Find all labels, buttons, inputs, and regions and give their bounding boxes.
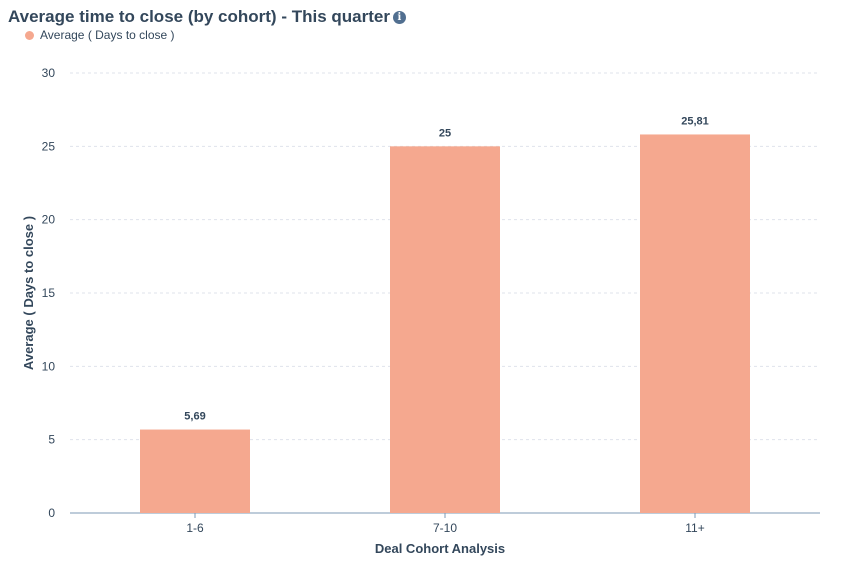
data-label: 5,69: [184, 411, 205, 423]
chart-title: Average time to close (by cohort) - This…: [8, 7, 390, 26]
y-axis-title: Average ( Days to close ): [21, 216, 36, 370]
data-label: 25,81: [681, 115, 709, 127]
x-tick-label: 11+: [685, 521, 704, 535]
legend-swatch: [25, 30, 34, 40]
data-label: 25: [439, 127, 451, 139]
legend-label: Average ( Days to close ): [40, 28, 175, 42]
title-row: Average time to close (by cohort) - This…: [8, 6, 848, 28]
y-tick-label: 20: [42, 213, 56, 227]
bar-11+[interactable]: [640, 134, 750, 513]
x-axis-title: Deal Cohort Analysis: [375, 541, 505, 556]
info-icon[interactable]: i: [392, 10, 406, 24]
x-tick-label: 7-10: [433, 521, 457, 535]
y-tick-label: 5: [48, 433, 55, 447]
chart-legend[interactable]: Average ( Days to close ): [25, 28, 175, 42]
bar-1-6[interactable]: [140, 429, 250, 513]
chart-header: Average time to close (by cohort) - This…: [8, 6, 848, 28]
bar-7-10[interactable]: [390, 146, 500, 514]
y-tick-label: 25: [42, 139, 56, 153]
y-tick-label: 15: [42, 286, 56, 300]
y-tick-label: 30: [42, 66, 56, 80]
y-tick-label: 10: [42, 359, 56, 373]
x-tick-label: 1-6: [186, 521, 204, 535]
y-tick-label: 0: [48, 506, 55, 520]
